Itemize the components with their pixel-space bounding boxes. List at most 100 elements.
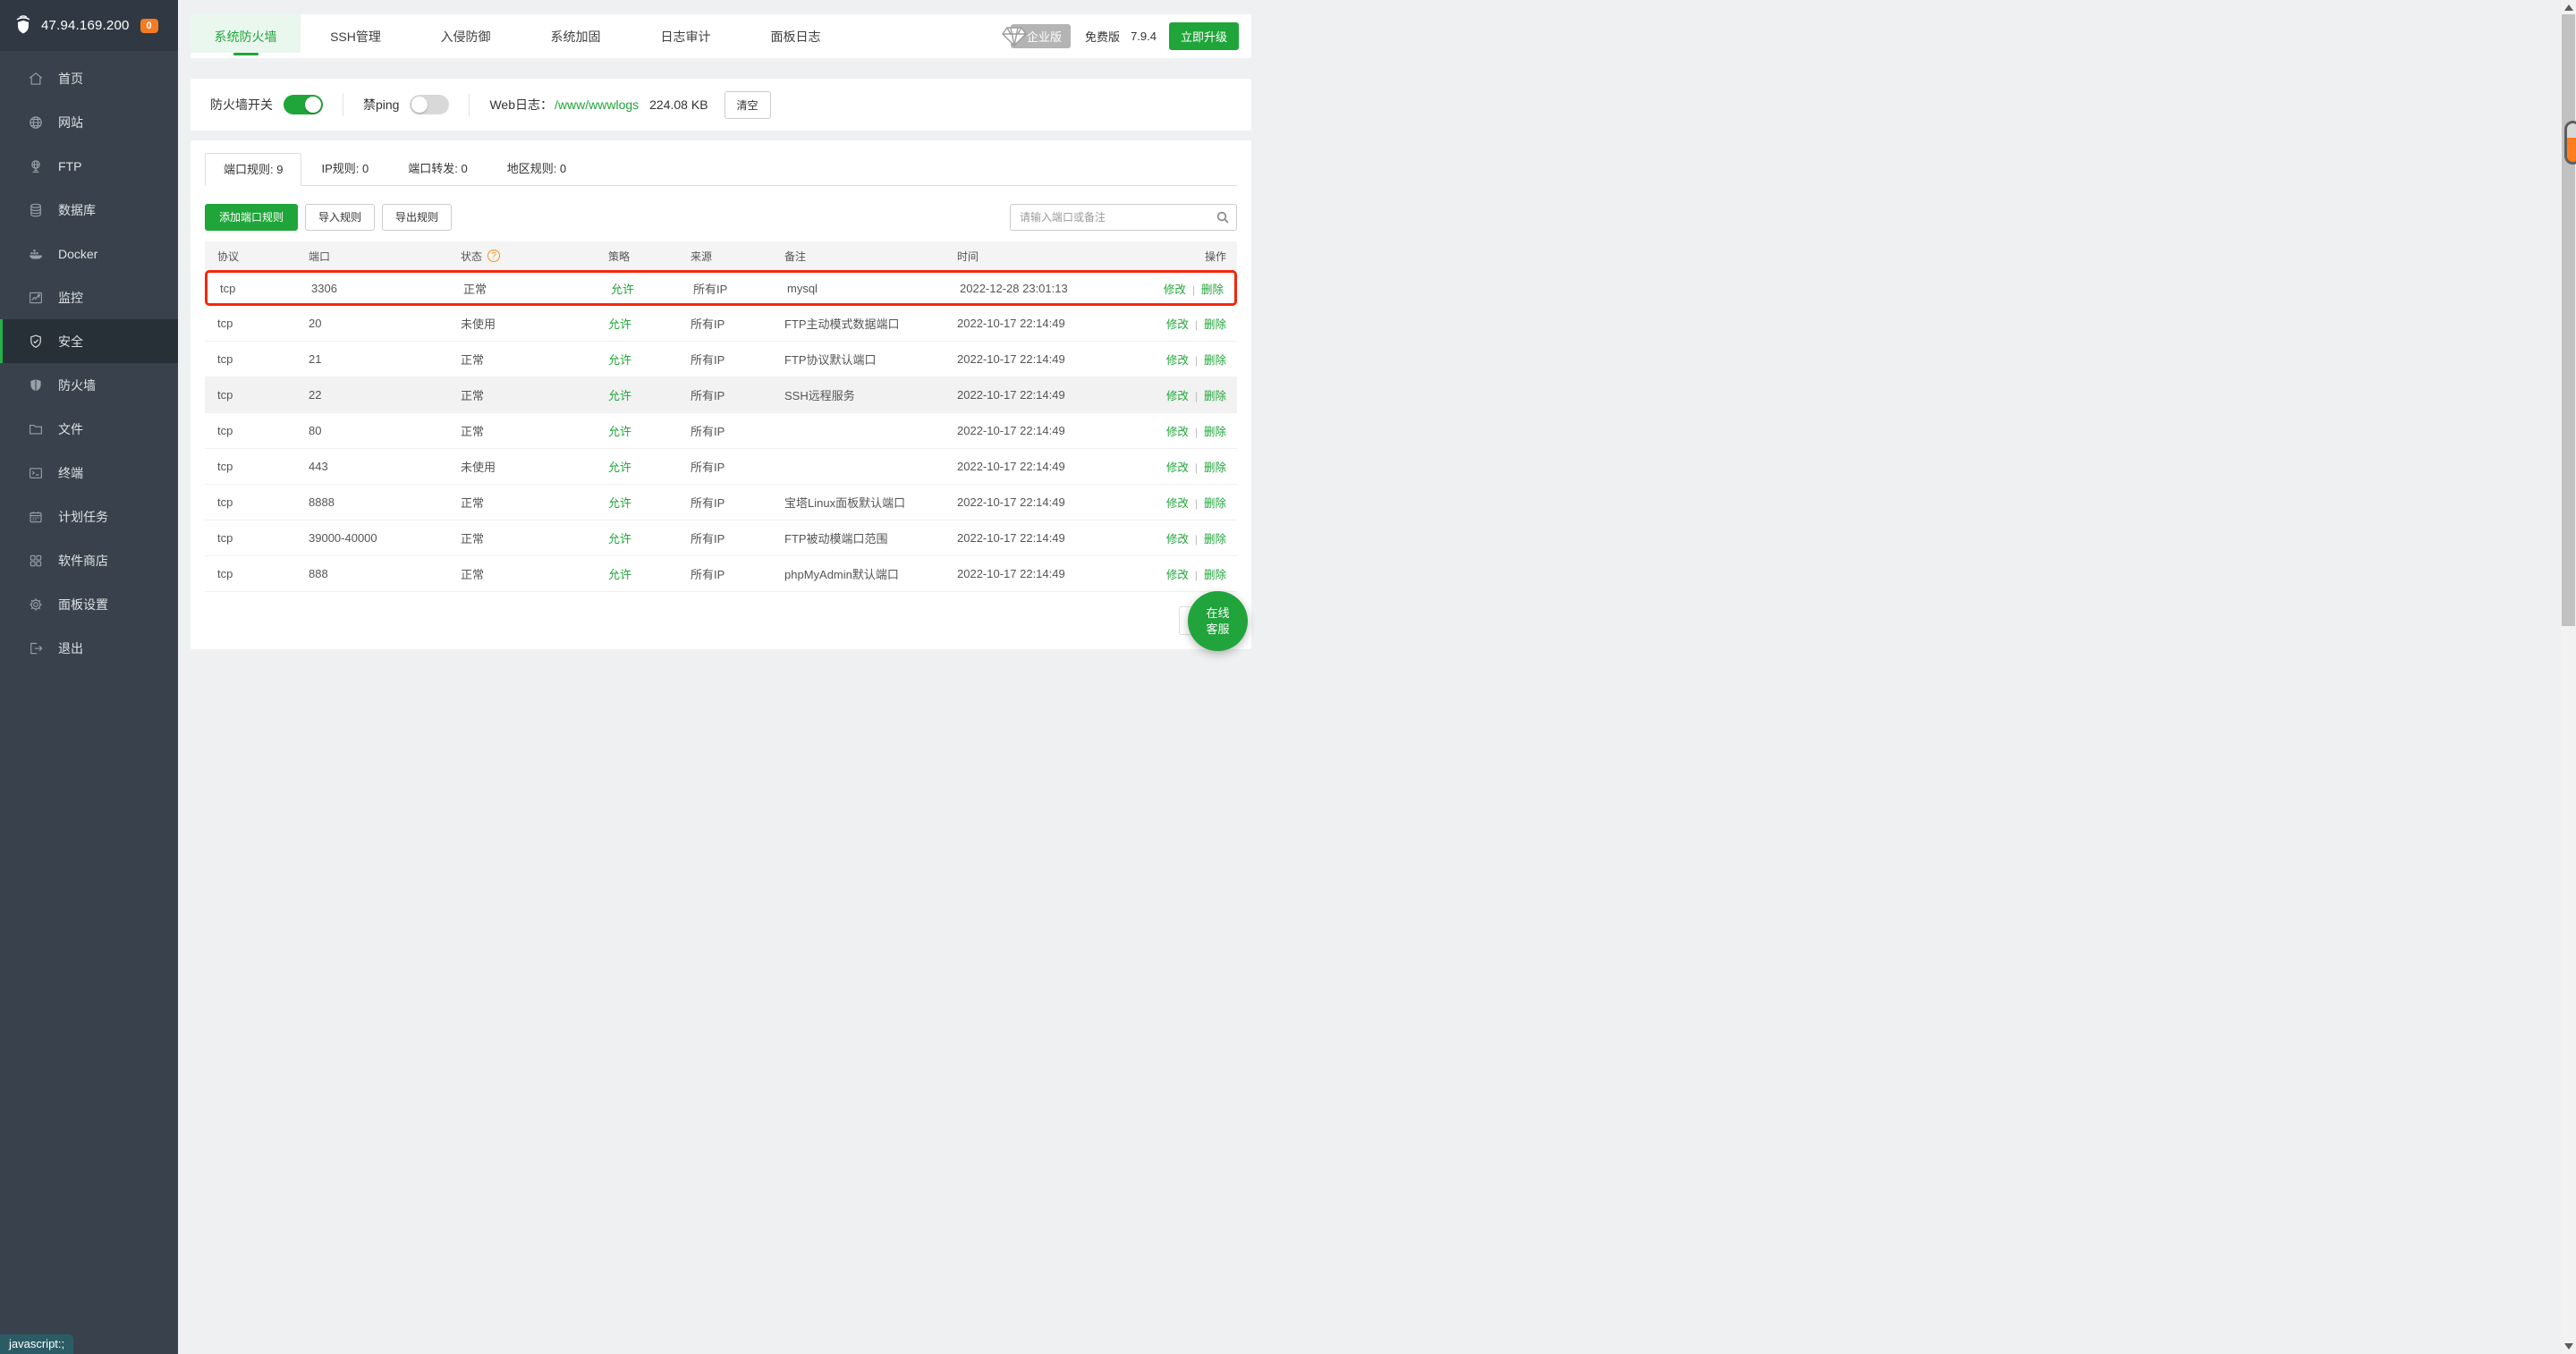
- tab-system-hardening[interactable]: 系统加固: [550, 29, 601, 44]
- diamond-icon: [1002, 26, 1027, 47]
- delete-link[interactable]: 删除: [1203, 354, 1226, 367]
- sidebar-item-security[interactable]: 安全: [0, 319, 178, 363]
- sidebar-item-firewall[interactable]: 防火墙: [0, 363, 178, 407]
- edit-link[interactable]: 修改: [1165, 497, 1189, 510]
- edit-link[interactable]: 修改: [1165, 354, 1189, 367]
- cell-status: 正常: [461, 532, 485, 546]
- search-input[interactable]: [1010, 204, 1237, 231]
- sidebar: 47.94.169.200 0 首页 网站 FTP 数据库 Docker 监控: [0, 0, 178, 1354]
- tab-port-forward[interactable]: 端口转发: 0: [408, 162, 468, 175]
- status-help-icon[interactable]: ?: [487, 250, 501, 262]
- cell-time: 2022-10-17 22:14:49: [957, 352, 1065, 366]
- table-row: tcp 8888 正常 允许 所有IP 宝塔Linux面板默认端口 2022-1…: [205, 485, 1237, 520]
- search-icon[interactable]: [1216, 210, 1230, 224]
- sidebar-item-monitor[interactable]: 监控: [0, 275, 178, 319]
- ping-label: 禁ping: [363, 97, 400, 112]
- cell-note: FTP协议默认端口: [784, 353, 877, 367]
- delete-link[interactable]: 删除: [1200, 283, 1224, 296]
- scrollbar-up-arrow[interactable]: [2564, 4, 2573, 11]
- cell-status: 正常: [461, 353, 485, 367]
- delete-link[interactable]: 删除: [1203, 318, 1226, 331]
- sidebar-item-terminal[interactable]: 终端: [0, 451, 178, 495]
- cell-port: 3306: [311, 281, 337, 295]
- baota-shield-logo-icon: [13, 14, 33, 38]
- toggle-knob: [411, 97, 428, 113]
- cell-source: 所有IP: [691, 496, 725, 510]
- globe-icon: [28, 114, 44, 131]
- sidebar-item-home[interactable]: 首页: [0, 56, 178, 100]
- col-note: 备注: [784, 250, 807, 263]
- weblog-path-link[interactable]: /www/wwwlogs: [555, 97, 640, 112]
- sidebar-item-settings[interactable]: 面板设置: [0, 582, 178, 626]
- cell-note: 宝塔Linux面板默认端口: [784, 496, 906, 510]
- cell-note: FTP被动模端口范围: [784, 532, 888, 546]
- tab-intrusion-defense[interactable]: 入侵防御: [440, 29, 491, 44]
- delete-link[interactable]: 删除: [1203, 426, 1226, 438]
- cell-note: FTP主动模式数据端口: [784, 317, 900, 331]
- cell-port: 8888: [309, 495, 335, 509]
- sidebar-item-cron[interactable]: 计划任务: [0, 495, 178, 538]
- tab-region-rules[interactable]: 地区规则: 0: [506, 162, 567, 175]
- table-row: tcp 22 正常 允许 所有IP SSH远程服务 2022-10-17 22:…: [205, 377, 1237, 413]
- sidebar-item-ftp[interactable]: FTP: [0, 144, 178, 188]
- export-rules-button[interactable]: 导出规则: [382, 204, 453, 231]
- clear-log-button[interactable]: 清空: [724, 90, 771, 119]
- edit-link[interactable]: 修改: [1165, 533, 1189, 546]
- cell-policy: 允许: [608, 532, 632, 546]
- monitor-chart-icon: [28, 290, 44, 306]
- edit-link[interactable]: 修改: [1165, 390, 1189, 402]
- cell-status: 正常: [461, 568, 485, 581]
- sidebar-item-files[interactable]: 文件: [0, 407, 178, 451]
- sidebar-item-docker[interactable]: Docker: [0, 232, 178, 275]
- shield-check-icon: [28, 334, 44, 350]
- delete-link[interactable]: 删除: [1203, 497, 1226, 510]
- col-policy: 策略: [608, 250, 631, 263]
- top-tabbar: 系统防火墙 SSH管理 入侵防御 系统加固 日志审计 面板日志 企业版 免费版 …: [191, 14, 1251, 58]
- tab-log-audit[interactable]: 日志审计: [660, 29, 711, 44]
- delete-link[interactable]: 删除: [1203, 533, 1226, 546]
- col-status: 状态?: [448, 249, 596, 264]
- main-content: 系统防火墙 SSH管理 入侵防御 系统加固 日志审计 面板日志 企业版 免费版 …: [191, 0, 1251, 649]
- tab-ssh-manage[interactable]: SSH管理: [330, 29, 381, 44]
- edit-link[interactable]: 修改: [1165, 318, 1189, 331]
- firewall-toggle[interactable]: [284, 95, 323, 114]
- sidebar-item-website[interactable]: 网站: [0, 100, 178, 144]
- tab-port-rules[interactable]: 端口规则: 9: [205, 153, 302, 186]
- upgrade-button[interactable]: 立即升级: [1168, 22, 1239, 50]
- edit-link[interactable]: 修改: [1163, 283, 1186, 296]
- tab-system-firewall[interactable]: 系统防火墙: [191, 14, 301, 58]
- cell-status: 正常: [461, 496, 485, 510]
- message-count-badge[interactable]: 0: [140, 18, 158, 33]
- scrollbar-down-arrow[interactable]: [2564, 1343, 2573, 1350]
- add-port-rule-button[interactable]: 添加端口规则: [205, 204, 299, 231]
- cell-status: 正常: [461, 425, 485, 438]
- cell-time: 2022-10-17 22:14:49: [957, 424, 1065, 437]
- sidebar-item-appstore[interactable]: 软件商店: [0, 538, 178, 582]
- ping-toggle[interactable]: [410, 95, 450, 114]
- cell-policy: 允许: [608, 496, 632, 510]
- panel-logo[interactable]: 47.94.169.200 0: [0, 0, 178, 51]
- cell-actions: 修改 | 删除: [1165, 426, 1226, 438]
- cell-policy: 允许: [608, 317, 632, 331]
- import-rules-button[interactable]: 导入规则: [305, 204, 376, 231]
- cell-time: 2022-10-17 22:14:49: [957, 531, 1065, 545]
- sidebar-item-logout[interactable]: 退出: [0, 626, 178, 670]
- cell-source: 所有IP: [691, 353, 725, 367]
- edit-link[interactable]: 修改: [1165, 461, 1189, 474]
- col-time: 时间: [957, 250, 979, 263]
- sidebar-item-database[interactable]: 数据库: [0, 188, 178, 232]
- scrollbar-thumb[interactable]: [2562, 14, 2575, 626]
- delete-link[interactable]: 删除: [1203, 461, 1226, 474]
- edit-link[interactable]: 修改: [1165, 426, 1189, 438]
- edit-link[interactable]: 修改: [1165, 569, 1189, 581]
- cell-protocol: tcp: [217, 567, 233, 580]
- col-source: 来源: [691, 250, 713, 263]
- tab-panel-log[interactable]: 面板日志: [770, 29, 821, 44]
- online-support-button[interactable]: 在线 客服: [1188, 591, 1248, 651]
- grid-icon: [28, 553, 44, 569]
- delete-link[interactable]: 删除: [1203, 390, 1226, 402]
- calendar-icon: [28, 509, 44, 525]
- tab-ip-rules[interactable]: IP规则: 0: [321, 162, 369, 175]
- delete-link[interactable]: 删除: [1203, 569, 1226, 581]
- cell-protocol: tcp: [220, 281, 236, 295]
